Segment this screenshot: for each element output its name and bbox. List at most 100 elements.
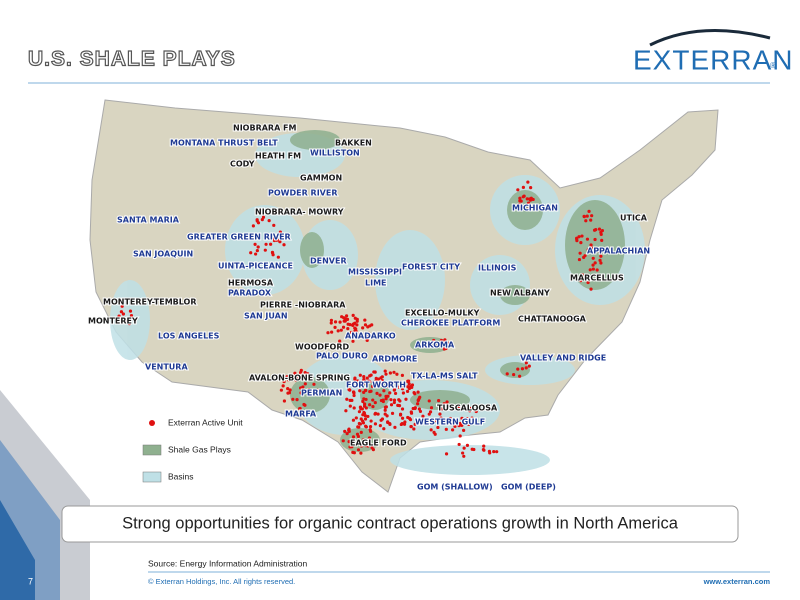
active-unit-dot	[368, 424, 373, 429]
active-unit-dot	[363, 402, 367, 406]
shale-play	[500, 285, 530, 305]
active-unit-dot	[312, 382, 316, 386]
active-unit-dot	[518, 374, 522, 378]
map-label: CHATTANOOGA	[518, 315, 587, 324]
active-unit-dot	[253, 242, 257, 246]
active-unit-dot	[348, 445, 352, 449]
active-unit-dot	[520, 367, 525, 371]
active-unit-dot	[525, 197, 529, 201]
active-unit-dot	[347, 387, 351, 392]
map-label: EXCELLO-MULKY	[405, 309, 480, 318]
active-unit-dot	[596, 249, 600, 253]
map-labels: NIOBRARA FM MONTANA THRUST BELT BAKKEN HEAT…	[87, 123, 651, 493]
active-unit-dot	[516, 188, 520, 192]
active-unit-dot	[400, 387, 405, 391]
active-unit-dot	[348, 404, 352, 408]
active-unit-dot	[518, 199, 522, 203]
active-unit-dot	[352, 391, 356, 395]
legend-label: Shale Gas Plays	[168, 444, 231, 454]
active-unit-dot	[364, 397, 368, 402]
active-unit-dot	[449, 344, 453, 348]
active-unit-dot	[444, 452, 449, 456]
active-unit-dot	[474, 420, 478, 424]
active-unit-dot	[597, 227, 602, 231]
legend-swatch	[142, 444, 162, 456]
map-label: CODY	[230, 160, 255, 169]
active-unit-dot	[361, 419, 365, 423]
active-unit-dot	[371, 398, 375, 402]
active-unit-dot	[255, 218, 259, 222]
active-unit-dot	[374, 379, 378, 383]
active-unit-dot	[251, 224, 255, 228]
active-unit-dot	[469, 406, 473, 410]
active-unit-dot	[357, 410, 362, 414]
active-unit-dot	[395, 372, 399, 376]
active-unit-dot	[366, 414, 370, 419]
active-unit-dot	[418, 395, 422, 399]
active-unit-dot	[589, 287, 593, 291]
active-unit-dot	[117, 314, 121, 318]
map-label: PIERRE -NIOBRARA	[260, 301, 346, 310]
active-unit-dot	[453, 424, 457, 428]
active-unit-dot	[467, 422, 471, 427]
active-unit-dot	[364, 406, 368, 410]
active-unit-dot	[383, 412, 387, 416]
active-unit-dot	[529, 186, 533, 190]
active-unit-dot	[293, 371, 297, 375]
active-unit-dot	[364, 424, 368, 428]
active-unit-dot	[358, 422, 362, 426]
active-unit-dot	[359, 430, 363, 434]
active-unit-dot	[429, 343, 433, 347]
active-unit-dot	[306, 372, 310, 376]
legend-label: Basins	[168, 471, 194, 481]
active-unit-dot	[404, 397, 408, 401]
active-unit-dot	[359, 451, 363, 455]
active-unit-dot	[495, 450, 499, 454]
active-unit-dot	[439, 407, 444, 411]
active-unit-dot	[375, 391, 379, 396]
active-unit-dot	[436, 425, 440, 430]
active-unit-dot	[343, 317, 347, 321]
active-unit-dot	[366, 444, 370, 448]
active-unit-dot	[470, 416, 474, 420]
active-unit-dot	[356, 379, 360, 383]
active-unit-dot	[522, 205, 526, 209]
active-unit-dot	[409, 384, 413, 389]
active-unit-dot	[521, 195, 525, 199]
active-unit-dot	[348, 335, 352, 339]
active-unit-dot	[303, 370, 307, 375]
active-unit-dot	[267, 236, 272, 240]
active-unit-dot	[316, 388, 320, 392]
active-unit-dot	[599, 261, 603, 265]
map-label: MICHIGAN	[512, 204, 558, 213]
active-units	[117, 180, 604, 458]
map-label: VENTURA	[145, 363, 188, 372]
active-unit-dot	[595, 268, 599, 272]
active-unit-dot	[465, 443, 470, 447]
active-unit-dot	[370, 323, 374, 327]
active-unit-dot	[599, 247, 603, 251]
active-unit-dot	[299, 386, 303, 390]
map-label: UINTA-PICEANCE	[218, 262, 293, 271]
active-unit-dot	[584, 219, 588, 223]
active-unit-dot	[362, 374, 366, 379]
active-unit-dot	[417, 407, 421, 411]
active-unit-dot	[575, 237, 579, 241]
active-unit-dot	[436, 344, 440, 348]
active-unit-dot	[326, 331, 330, 335]
active-unit-dot	[365, 338, 369, 342]
active-unit-dot	[432, 430, 436, 434]
active-unit-dot	[393, 425, 397, 429]
active-unit-dot	[380, 375, 384, 379]
slide-title: U.S. SHALE PLAYS	[28, 48, 236, 71]
active-unit-dot	[338, 320, 342, 324]
active-unit-dot	[587, 248, 592, 252]
active-unit-dot	[593, 237, 597, 242]
active-unit-dot	[398, 412, 403, 416]
active-unit-dot	[443, 340, 447, 344]
active-unit-dot	[282, 379, 286, 384]
map-label: SAN JOAQUIN	[133, 250, 193, 259]
active-unit-dot	[432, 338, 436, 343]
active-unit-dot	[279, 388, 283, 392]
active-unit-dot	[365, 376, 369, 380]
